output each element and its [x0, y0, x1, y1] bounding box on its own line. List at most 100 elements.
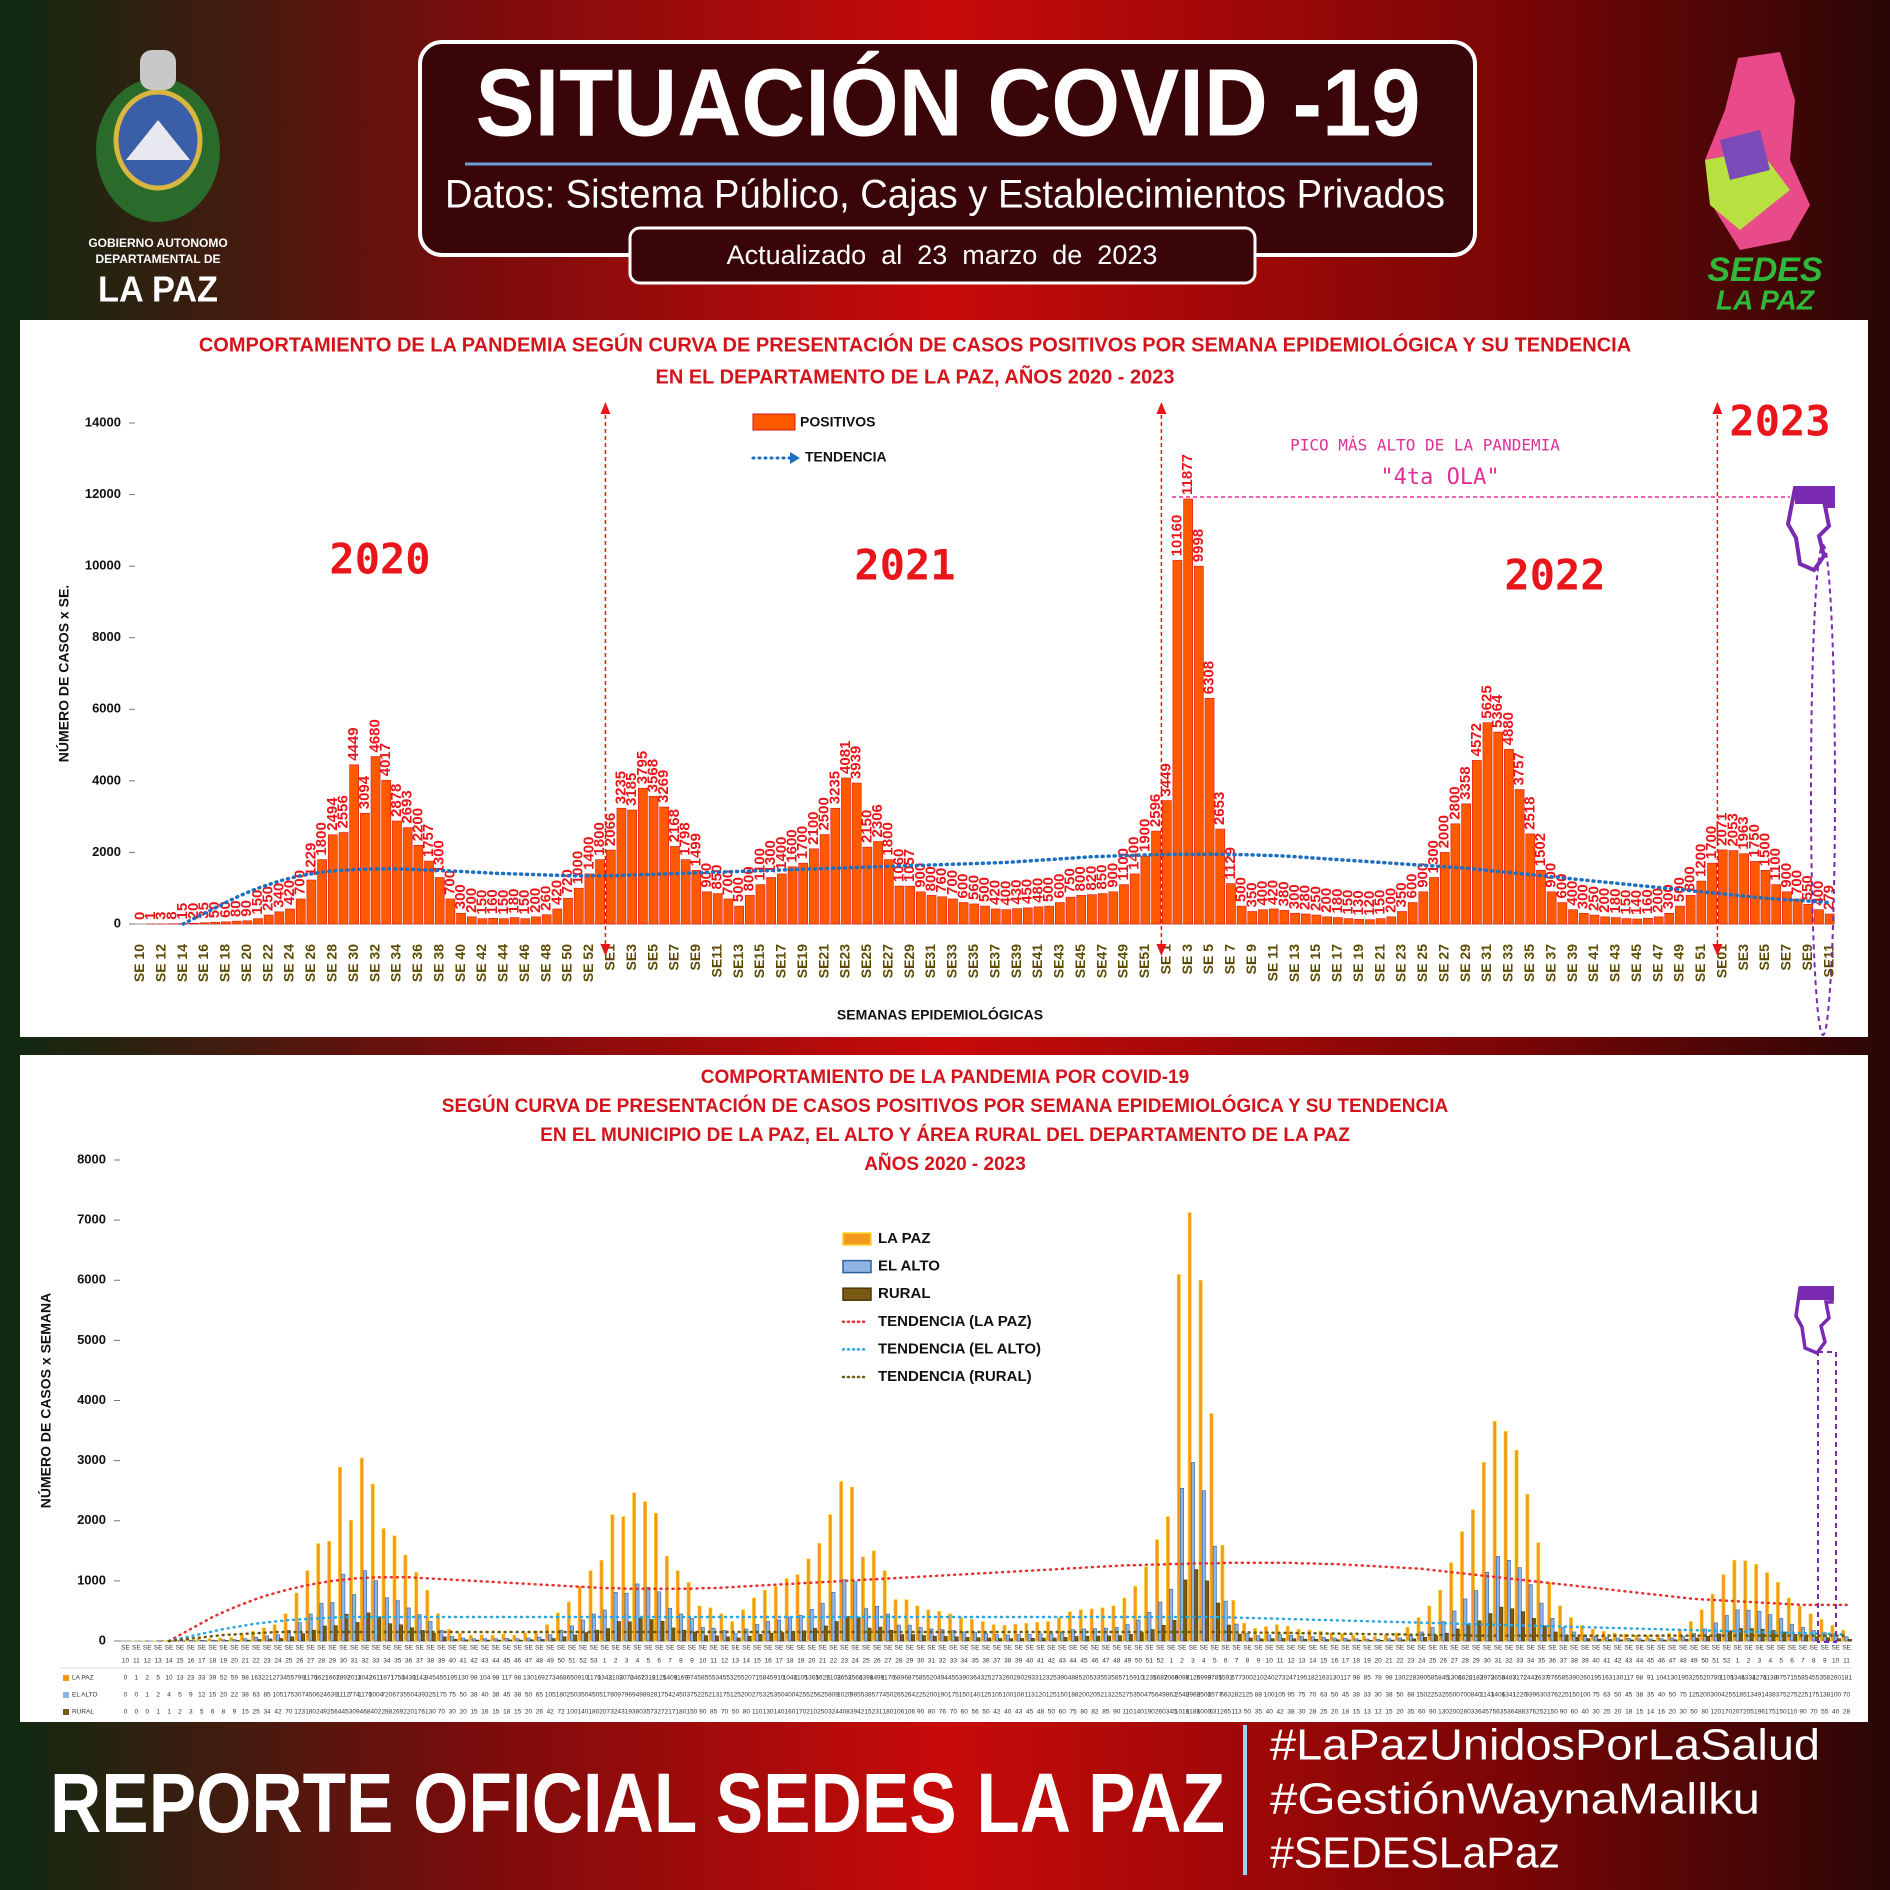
table-cell: 1235 [1142, 1675, 1157, 1682]
table-week: 30 [1483, 1658, 1491, 1665]
table-cell: 180 [556, 1692, 567, 1699]
table-cell: 38 [242, 1692, 250, 1699]
table-cell: 50 [460, 1692, 468, 1699]
bar [664, 1555, 669, 1642]
table-prefix: SE [1646, 1645, 1655, 1652]
table-week: 40 [449, 1658, 457, 1665]
table-prefix: SE [1494, 1645, 1503, 1652]
bar [1236, 905, 1247, 925]
table-cell: 715 [1787, 1675, 1798, 1682]
table-cell: 677 [1231, 1675, 1242, 1682]
bar [1057, 1617, 1061, 1642]
table-cell: 1170 [881, 1675, 895, 1682]
x-tick-label: SE 41 [1585, 944, 1601, 982]
bar [229, 1637, 234, 1642]
bar [1111, 1605, 1116, 1642]
table-prefix: SE [1036, 1645, 1045, 1652]
x-tick-label: SE 37 [1542, 944, 1558, 982]
table-cell: 50 [1331, 1692, 1339, 1699]
table-cell: 105 [1275, 1692, 1286, 1699]
bar [1085, 1635, 1090, 1642]
bar [1205, 1580, 1210, 1642]
table-cell: 687 [904, 1675, 915, 1682]
table-week: 26 [873, 1658, 881, 1665]
y-tick-label: 8000 [77, 1151, 106, 1166]
table-cell: 468 [360, 1709, 371, 1716]
data-label: 1 [142, 912, 159, 920]
bar [410, 1627, 414, 1642]
table-cell: 9 [233, 1709, 237, 1716]
bar [1092, 1628, 1097, 1642]
table-week: 35 [1538, 1658, 1546, 1665]
x-tick-label: SE 47 [1649, 944, 1665, 982]
table-cell: 20 [1614, 1709, 1622, 1716]
bar [940, 1629, 945, 1642]
table-prefix: SE [1101, 1645, 1110, 1652]
table-cell: 455 [719, 1675, 730, 1682]
bar [1223, 1600, 1228, 1642]
bar [348, 1519, 353, 1642]
bar [954, 1636, 959, 1642]
table-prefix: SE [1374, 1645, 1383, 1652]
bar [1419, 1631, 1424, 1642]
data-label: 760 [933, 868, 950, 893]
table-cell: 70 [1309, 1692, 1317, 1699]
table-week: 10 [122, 1658, 130, 1665]
bar [439, 1630, 444, 1642]
table-week: 44 [1636, 1658, 1644, 1665]
table-cell: 108 [1013, 1692, 1024, 1699]
table-cell: 40 [1266, 1709, 1274, 1716]
table-week: 40 [1592, 1658, 1600, 1665]
table-cell: 70 [285, 1709, 293, 1716]
table-swatch [63, 1675, 69, 1681]
bar [534, 1630, 539, 1642]
x-tick-label: SE 36 [409, 944, 425, 982]
table-cell: 200 [1449, 1709, 1460, 1716]
table-cell: 450 [588, 1692, 599, 1699]
x-tick-label: SE 5 [1200, 944, 1216, 975]
table-week: 43 [481, 1658, 489, 1665]
bar [1001, 909, 1012, 925]
table-week: 34 [1527, 1658, 1535, 1665]
table-cell: 38 [1636, 1692, 1644, 1699]
x-tick-label: SE5 [1756, 944, 1772, 971]
table-cell: 260 [1155, 1709, 1166, 1716]
table-cell: 1430 [401, 1675, 416, 1682]
bar [1408, 1635, 1413, 1642]
bar [250, 1630, 255, 1642]
table-cell: 845 [763, 1675, 774, 1682]
table-cell: 892 [643, 1692, 654, 1699]
bar [987, 1637, 992, 1642]
hand-cuff [1795, 486, 1835, 504]
table-prefix: SE [590, 1645, 599, 1652]
table-week: 51 [1146, 1658, 1154, 1665]
data-label: 900 [1104, 863, 1121, 888]
table-week: 11 [133, 1658, 140, 1665]
bar [1194, 1569, 1199, 1642]
table-cell: 520 [741, 1675, 752, 1682]
bar [1335, 1639, 1340, 1642]
table-cell: 20 [525, 1709, 533, 1716]
data-label: 1400 [580, 837, 597, 870]
bar [1289, 1634, 1293, 1642]
table-cell: 15 [242, 1709, 250, 1716]
bar [602, 1609, 607, 1642]
bar [1675, 905, 1685, 925]
data-label: 4017 [377, 743, 394, 776]
bar [823, 1625, 828, 1642]
data-label: 90 [238, 900, 255, 917]
data-label: 340 [270, 883, 287, 908]
bar [218, 1637, 223, 1642]
x-tick-label: SE 32 [366, 944, 382, 982]
table-cell: 265 [893, 1692, 904, 1699]
data-label: 400 [1810, 881, 1827, 906]
table-cell: 1142 [413, 1675, 427, 1682]
table-cell: 910 [774, 1675, 785, 1682]
bar [918, 1627, 923, 1642]
bar [263, 914, 274, 925]
table-prefix: SE [1820, 1645, 1829, 1652]
bar [1290, 912, 1300, 925]
table-week: 24 [274, 1658, 282, 1665]
table-cell: 1112 [337, 1692, 351, 1699]
table-prefix: SE [1461, 1645, 1470, 1652]
